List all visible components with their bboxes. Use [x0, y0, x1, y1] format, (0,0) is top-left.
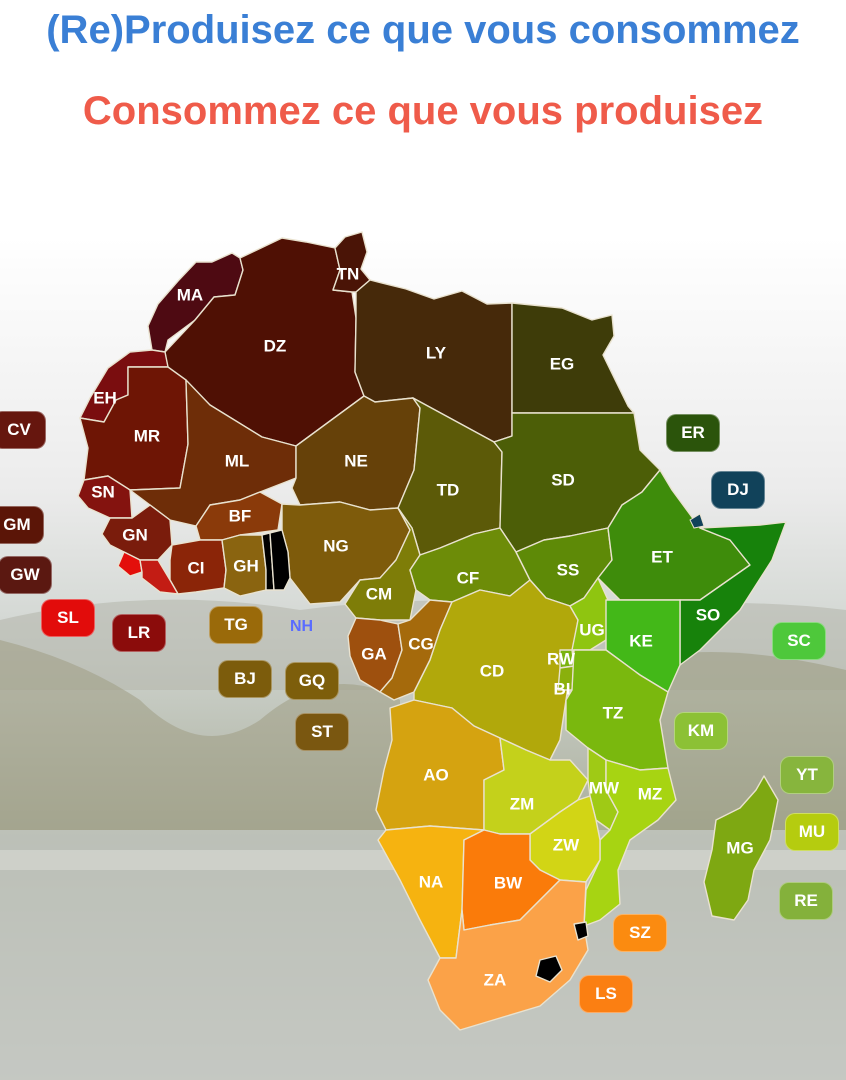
badge-DJ[interactable]: DJ: [711, 471, 765, 509]
country-MG[interactable]: [703, 775, 779, 921]
country-SL-map[interactable]: [117, 551, 143, 577]
country-DJ-map[interactable]: [689, 513, 705, 529]
badge-SC[interactable]: SC: [772, 622, 826, 660]
country-CD[interactable]: [413, 579, 579, 761]
badge-LR[interactable]: LR: [112, 614, 166, 652]
country-SO[interactable]: [679, 521, 787, 666]
country-SZ-map[interactable]: [573, 921, 589, 941]
badge-SL[interactable]: SL: [41, 599, 95, 637]
country-CI[interactable]: [169, 539, 227, 595]
badge-MU[interactable]: MU: [785, 813, 839, 851]
title-line-2: Consommez ce que vous produisez: [82, 89, 764, 133]
badge-CV[interactable]: CV: [0, 411, 46, 449]
country-MZ[interactable]: [583, 759, 677, 927]
badge-TG[interactable]: TG: [209, 606, 263, 644]
badge-YT[interactable]: YT: [780, 756, 834, 794]
country-MR[interactable]: [79, 366, 189, 491]
badge-BJ[interactable]: BJ: [218, 660, 272, 698]
country-EG[interactable]: [511, 302, 635, 414]
country-KE[interactable]: [605, 599, 681, 693]
label-NH: NH: [290, 618, 314, 635]
badge-LS[interactable]: LS: [579, 975, 633, 1013]
badge-GM[interactable]: GM: [0, 506, 44, 544]
country-LS-map[interactable]: [535, 955, 563, 983]
country-BF[interactable]: [195, 491, 283, 541]
title-line-1: (Re)Produisez ce que vous consommez: [46, 8, 800, 52]
country-ZA[interactable]: [427, 879, 589, 1031]
badge-GQ[interactable]: GQ: [285, 662, 339, 700]
country-RW[interactable]: [559, 649, 575, 669]
badge-RE[interactable]: RE: [779, 882, 833, 920]
badge-SZ[interactable]: SZ: [613, 914, 667, 952]
badge-GW[interactable]: GW: [0, 556, 52, 594]
country-GH[interactable]: [221, 534, 267, 597]
badge-KM[interactable]: KM: [674, 712, 728, 750]
country-TN[interactable]: [332, 231, 371, 293]
country-LR-map[interactable]: [139, 559, 179, 595]
badge-ER[interactable]: ER: [666, 414, 720, 452]
country-BJ-map[interactable]: [269, 529, 291, 591]
badge-ST[interactable]: ST: [295, 713, 349, 751]
